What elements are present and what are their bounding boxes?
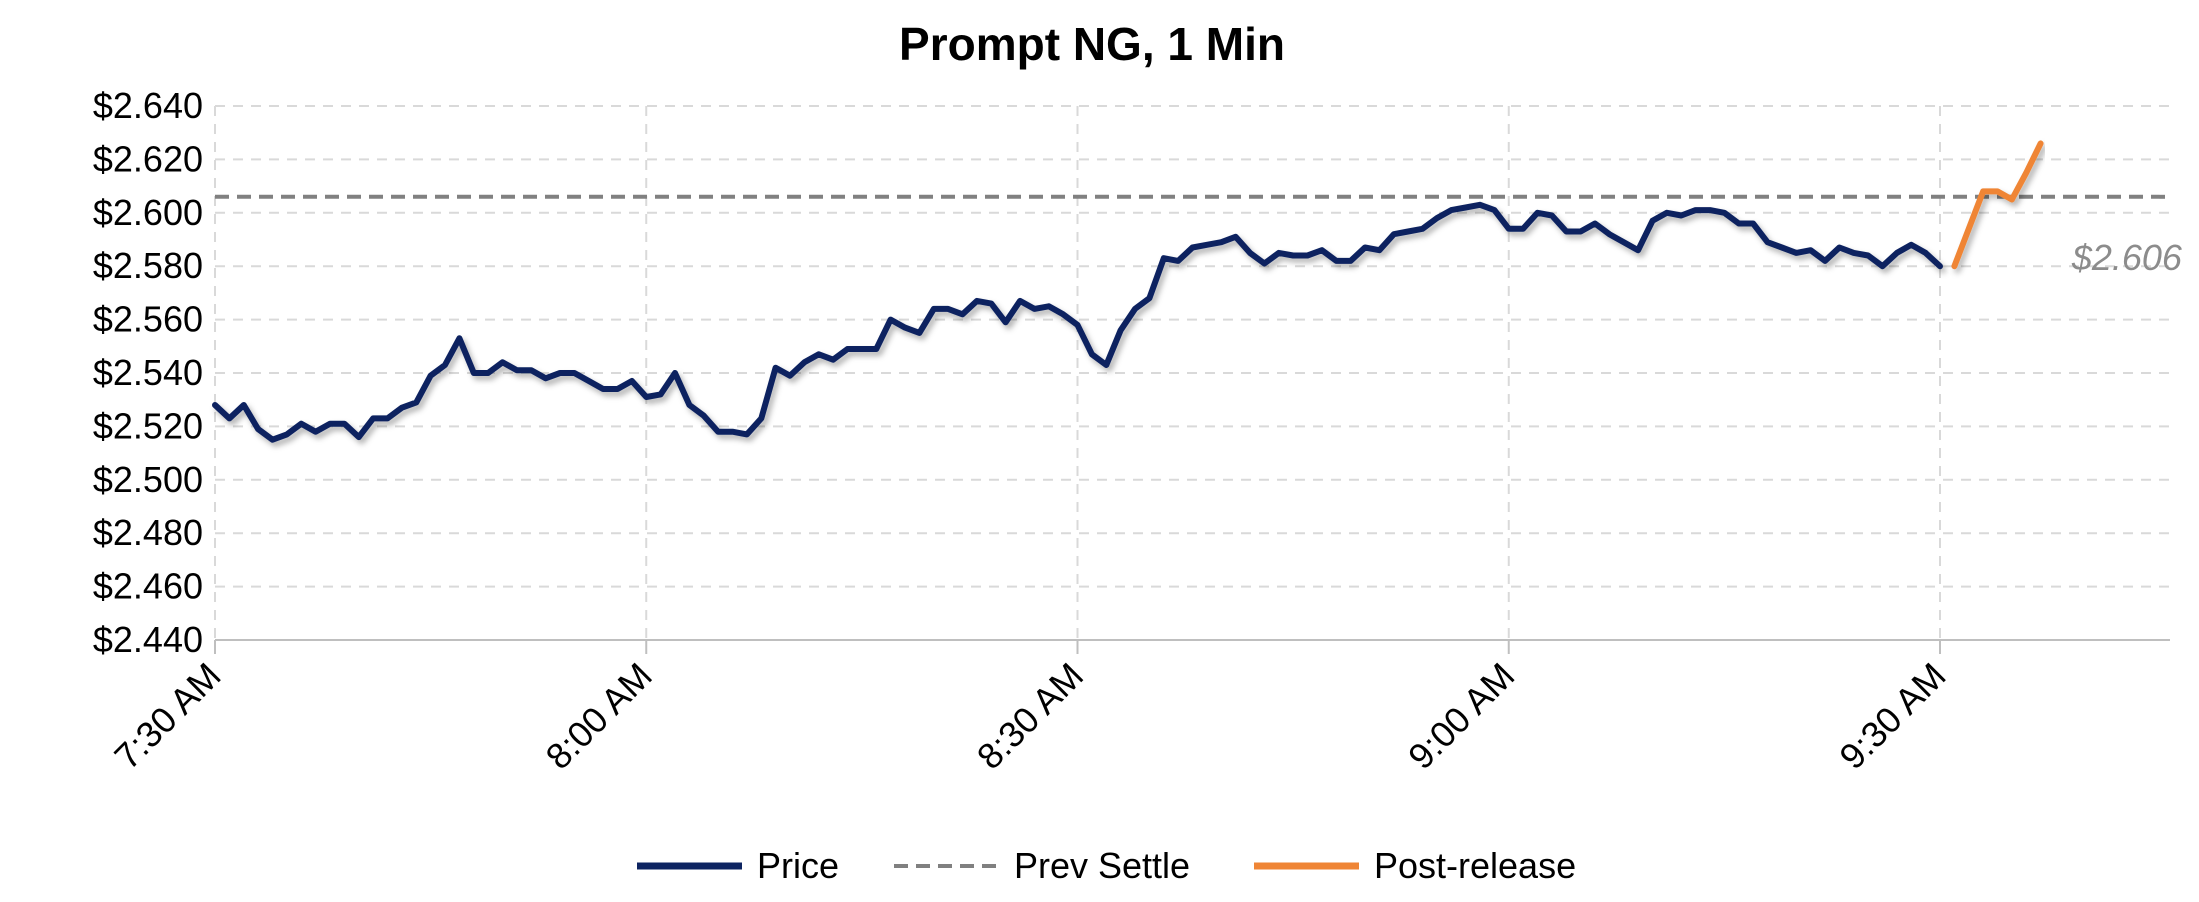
legend: Price Prev Settle Post-release <box>637 845 1576 886</box>
gridlines <box>214 105 2170 640</box>
y-tick-label: $2.600 <box>93 192 203 233</box>
x-tick-label: 8:00 AM <box>538 655 660 777</box>
y-tick-label: $2.460 <box>93 566 203 607</box>
axes <box>214 639 2170 654</box>
legend-label: Price <box>757 845 839 886</box>
series-lines <box>212 140 2170 443</box>
prev-settle-value-label: $2.606 <box>2071 237 2183 278</box>
x-tick-label: 8:30 AM <box>969 655 1091 777</box>
price-line <box>212 201 1943 443</box>
y-tick-label: $2.620 <box>93 138 203 179</box>
chart-title: Prompt NG, 1 Min <box>899 18 1285 70</box>
y-tick-label: $2.500 <box>93 459 203 500</box>
annotations: $2.606 <box>2071 237 2183 278</box>
x-tick-label: 9:00 AM <box>1400 655 1522 777</box>
y-tick-label: $2.640 <box>93 85 203 126</box>
y-tick-label: $2.520 <box>93 405 203 446</box>
y-tick-label: $2.580 <box>93 245 203 286</box>
y-axis-ticks: $2.440 $2.460 $2.480 $2.500 $2.520 $2.540 $2.5… <box>93 85 203 660</box>
y-tick-label: $2.560 <box>93 299 203 340</box>
x-tick-label: 9:30 AM <box>1831 655 1953 777</box>
x-tick-label: 7:30 AM <box>106 655 228 777</box>
legend-label: Prev Settle <box>1014 845 1190 886</box>
legend-label: Post-release <box>1374 845 1576 886</box>
post-release-line <box>1951 140 2044 270</box>
x-axis-ticks: 7:30 AM 8:00 AM 8:30 AM 9:00 AM 9:30 AM <box>106 655 1953 777</box>
y-tick-label: $2.540 <box>93 352 203 393</box>
y-tick-label: $2.480 <box>93 512 203 553</box>
y-tick-label: $2.440 <box>93 619 203 660</box>
